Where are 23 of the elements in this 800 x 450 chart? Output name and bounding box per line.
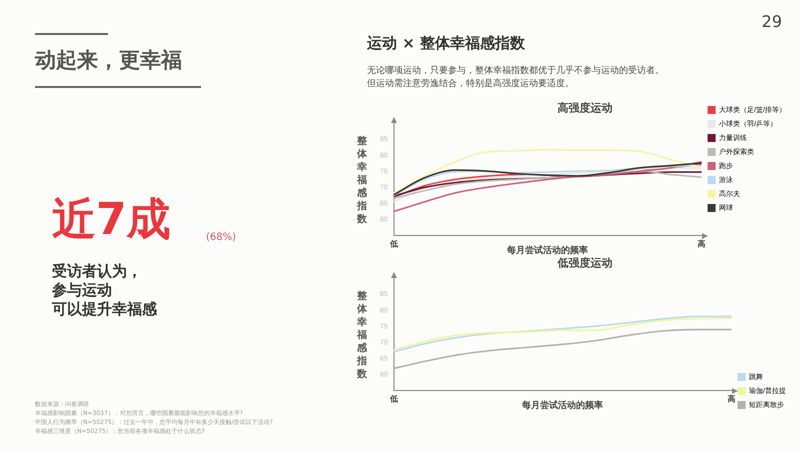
text: (68%) [206,232,236,243]
x-tick-label: 低 [388,240,398,249]
text: 可以提升幸福感 [52,300,157,319]
line-series [392,160,702,212]
x-axis-title: 每月尝试活动的频率 [521,400,604,410]
y-axis-title: 整体幸福感指数 [356,134,368,225]
text: 参与运动 [52,281,112,300]
text: 无论哪项运动，只要参与，整体幸福指数都优于几乎不参与运动的受访者。 [367,64,664,77]
x-axis-title: 每月尝试活动的频率 [506,245,588,256]
y-axis-title: 整体幸福感指数 [356,290,368,380]
text: 运动 × 整体幸福感指数 [367,34,526,53]
line-series [392,328,732,370]
text: 受访者认为， [52,262,142,281]
line-series [392,149,702,194]
text: 动起来，更幸福 [35,47,182,74]
text: 近7成 [52,193,171,247]
x-tick-label: 高 [728,394,736,404]
x-tick-label: 高 [698,238,706,249]
chart-title: 低强度运动 [556,256,612,270]
x-tick-label: 低 [388,394,398,404]
text: 但运动需注意劳逸结合，特别是高强度运动要适度。 [367,78,574,90]
chart-title: 高强度运动 [558,101,612,114]
text: 29 [762,12,782,31]
